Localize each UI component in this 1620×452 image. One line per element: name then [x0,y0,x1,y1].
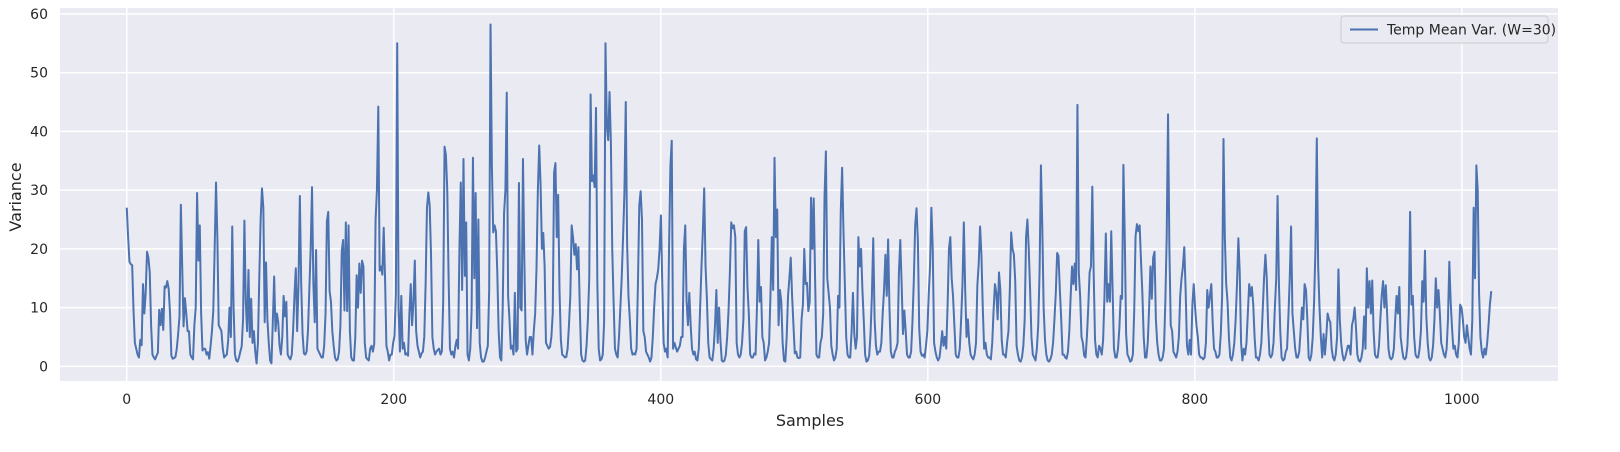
chart-background [60,8,1558,381]
y-tick-label: 50 [30,66,48,82]
y-tick-label: 10 [30,301,48,317]
x-axis-ticks: 0 200 400 600 800 1000 [122,392,1479,408]
y-tick-label: 0 [39,359,48,375]
x-axis-label: Samples [776,411,844,430]
y-tick-label: 20 [30,242,48,258]
y-axis-ticks: 0 10 20 30 40 50 60 [30,7,48,375]
legend: Temp Mean Var. (W=30) [1340,15,1556,44]
y-axis-label: Variance [6,162,25,231]
y-tick-label: 60 [30,7,48,23]
x-tick-label: 600 [914,392,941,408]
x-tick-label: 400 [647,392,674,408]
series-line [125,23,1493,365]
legend-frame [1340,15,1549,44]
grid-lines [60,8,1558,381]
y-tick-label: 40 [30,124,48,140]
x-tick-label: 0 [122,392,131,408]
y-tick-label: 30 [30,183,48,199]
x-tick-label: 1000 [1444,392,1480,408]
x-tick-label: 800 [1181,392,1208,408]
x-tick-label: 200 [380,392,407,408]
legend-entry: Temp Mean Var. (W=30) [1386,23,1556,39]
